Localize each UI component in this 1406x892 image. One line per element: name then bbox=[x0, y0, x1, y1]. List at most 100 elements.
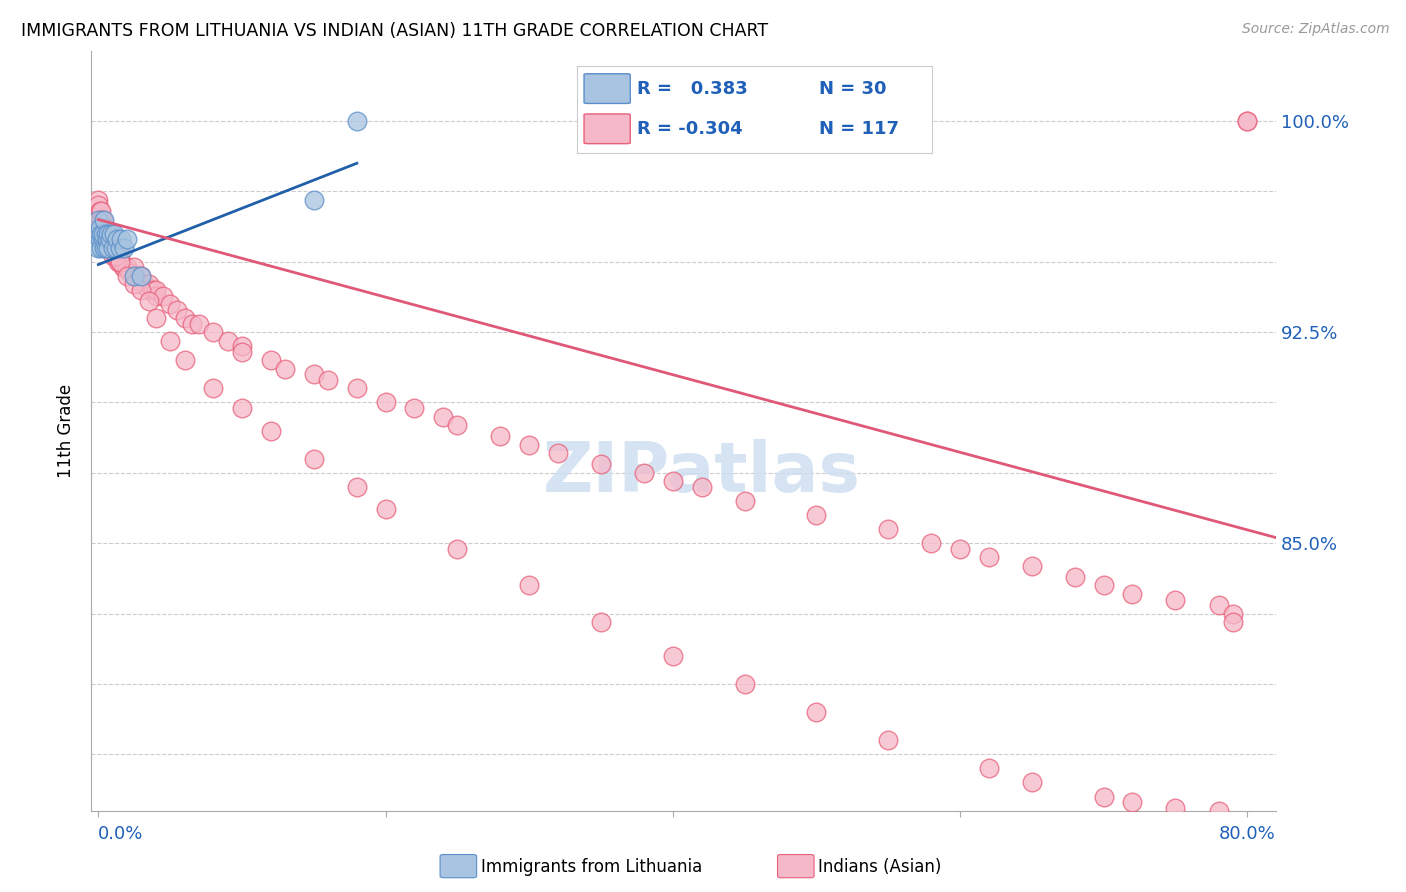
Point bbox=[89, 212, 111, 227]
Point bbox=[108, 241, 131, 255]
Point bbox=[108, 254, 131, 268]
Text: Indians (Asian): Indians (Asian) bbox=[818, 858, 942, 876]
Point bbox=[103, 227, 125, 241]
Point bbox=[662, 475, 685, 489]
Point bbox=[134, 277, 156, 292]
Point bbox=[806, 508, 828, 522]
Point bbox=[94, 227, 117, 241]
Y-axis label: 11th Grade: 11th Grade bbox=[58, 384, 75, 478]
Point bbox=[589, 615, 612, 629]
Point bbox=[159, 334, 181, 348]
Point bbox=[231, 344, 253, 359]
Point bbox=[131, 268, 153, 283]
Point bbox=[274, 361, 297, 376]
Point bbox=[122, 268, 145, 283]
Point bbox=[93, 221, 115, 235]
Point bbox=[302, 193, 325, 207]
Point bbox=[118, 266, 141, 280]
Point bbox=[101, 241, 124, 255]
Point bbox=[877, 522, 900, 536]
Point bbox=[1021, 775, 1043, 789]
Point bbox=[977, 761, 1000, 775]
Point bbox=[346, 114, 368, 128]
Point bbox=[138, 277, 160, 292]
Point bbox=[98, 241, 121, 255]
Point bbox=[87, 227, 110, 241]
Point bbox=[404, 401, 426, 416]
Point bbox=[110, 254, 132, 268]
Point bbox=[1164, 592, 1187, 607]
Point bbox=[302, 451, 325, 466]
Point bbox=[374, 395, 396, 409]
Point bbox=[112, 241, 135, 255]
Point bbox=[115, 232, 138, 246]
Point bbox=[128, 268, 150, 283]
Text: ZIPatlas: ZIPatlas bbox=[543, 440, 860, 507]
Point bbox=[260, 424, 283, 438]
Point bbox=[90, 227, 112, 241]
Point bbox=[302, 368, 325, 382]
Point bbox=[93, 241, 115, 255]
Point bbox=[633, 466, 655, 480]
Point bbox=[108, 254, 131, 268]
Point bbox=[91, 221, 114, 235]
Point bbox=[173, 311, 195, 326]
Point bbox=[87, 241, 110, 255]
Point bbox=[105, 249, 128, 263]
Point bbox=[173, 353, 195, 368]
Point bbox=[690, 480, 713, 494]
Point bbox=[877, 733, 900, 747]
Point bbox=[100, 232, 122, 246]
Point bbox=[1021, 558, 1043, 573]
Point bbox=[115, 268, 138, 283]
Text: Immigrants from Lithuania: Immigrants from Lithuania bbox=[481, 858, 702, 876]
Text: 0.0%: 0.0% bbox=[98, 825, 143, 843]
Point bbox=[231, 339, 253, 353]
Point bbox=[87, 198, 110, 212]
Point bbox=[91, 227, 114, 241]
Point bbox=[949, 541, 972, 556]
Point bbox=[489, 429, 512, 443]
Point bbox=[87, 221, 110, 235]
Point bbox=[91, 212, 114, 227]
Point bbox=[346, 480, 368, 494]
Point bbox=[138, 283, 160, 297]
Point bbox=[152, 288, 174, 302]
Point bbox=[202, 325, 225, 339]
Point bbox=[96, 232, 118, 246]
Point bbox=[103, 241, 125, 255]
Point bbox=[1064, 570, 1087, 584]
Point bbox=[94, 241, 117, 255]
Point bbox=[122, 277, 145, 292]
Point bbox=[547, 446, 569, 460]
Point bbox=[98, 241, 121, 255]
Point bbox=[1092, 789, 1115, 804]
Point bbox=[131, 283, 153, 297]
Point bbox=[98, 232, 121, 246]
Point bbox=[111, 260, 134, 275]
Point bbox=[1222, 615, 1244, 629]
Point bbox=[1236, 114, 1258, 128]
Point bbox=[96, 227, 118, 241]
Point bbox=[1121, 587, 1143, 601]
Point bbox=[517, 438, 540, 452]
Point bbox=[806, 705, 828, 719]
Point bbox=[87, 193, 110, 207]
Point bbox=[1164, 801, 1187, 815]
Point bbox=[346, 381, 368, 395]
Point bbox=[122, 268, 145, 283]
Point bbox=[105, 232, 128, 246]
Point bbox=[94, 221, 117, 235]
Point bbox=[734, 494, 756, 508]
Point bbox=[90, 227, 112, 241]
Point bbox=[97, 232, 120, 246]
Point bbox=[89, 204, 111, 219]
Point bbox=[90, 212, 112, 227]
Point bbox=[517, 578, 540, 592]
Point bbox=[1208, 598, 1230, 612]
Point bbox=[1236, 114, 1258, 128]
Point bbox=[977, 550, 1000, 565]
Point bbox=[93, 227, 115, 241]
Point bbox=[217, 334, 239, 348]
Point bbox=[97, 227, 120, 241]
